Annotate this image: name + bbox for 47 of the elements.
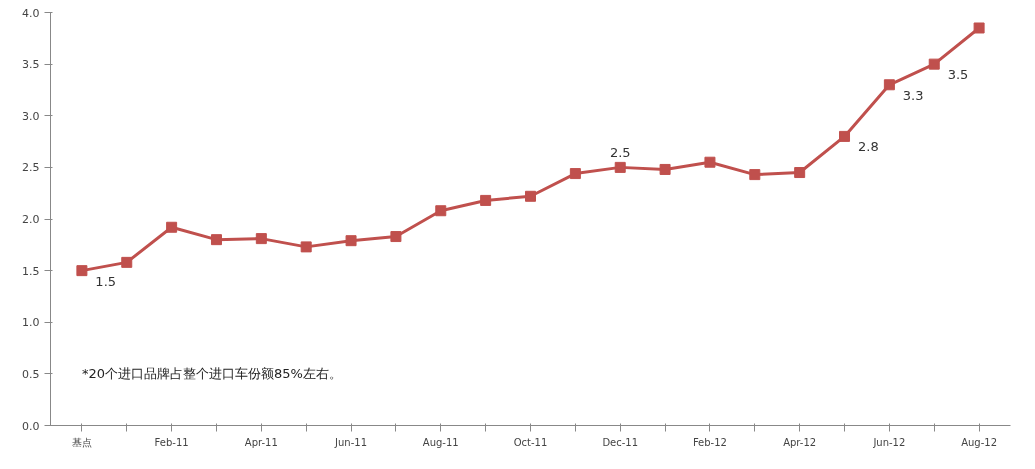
point bbox=[569, 168, 581, 180]
x-tick-label: Feb-11 bbox=[154, 436, 189, 448]
y-tick-label: 2.5 bbox=[22, 161, 40, 175]
point bbox=[839, 130, 851, 142]
point bbox=[704, 156, 716, 168]
y-tick-label: 1.5 bbox=[22, 264, 40, 278]
data-label: 2.8 bbox=[857, 139, 879, 155]
x-tick-label: 基点 bbox=[71, 436, 92, 448]
y-tick-label: 0.5 bbox=[22, 367, 40, 381]
y-tick-label: 3.0 bbox=[22, 109, 40, 123]
point bbox=[255, 233, 267, 245]
point bbox=[210, 234, 222, 246]
point bbox=[121, 256, 133, 268]
x-tick-label: Apr-12 bbox=[783, 436, 817, 448]
point bbox=[659, 163, 671, 175]
point bbox=[390, 231, 402, 243]
x-tick-label: Apr-11 bbox=[244, 436, 278, 448]
x-tick-label: Aug-11 bbox=[422, 436, 459, 448]
y-tick-label: 2.0 bbox=[22, 213, 40, 226]
x-tick-label: Jun-11 bbox=[334, 436, 368, 448]
y-tick-label: 3.5 bbox=[22, 58, 40, 72]
point bbox=[928, 58, 940, 70]
annotation: *20个进口品牌占整个进口车份额85%左右。 bbox=[81, 366, 342, 382]
point bbox=[480, 194, 492, 206]
x-tick-label: Aug-12 bbox=[961, 436, 998, 448]
point bbox=[614, 161, 626, 173]
x-tick-label: Oct-11 bbox=[513, 436, 548, 448]
y-tick-label: 4.0 bbox=[22, 6, 40, 20]
point bbox=[973, 22, 985, 34]
point bbox=[300, 241, 312, 253]
point bbox=[883, 79, 895, 91]
point bbox=[345, 235, 357, 247]
point bbox=[749, 169, 761, 181]
point bbox=[166, 221, 178, 233]
point bbox=[794, 167, 806, 179]
point bbox=[76, 265, 88, 277]
x-tick-label: Jun-12 bbox=[872, 436, 906, 448]
point bbox=[435, 205, 447, 217]
y-tick-label: 0.0 bbox=[22, 419, 40, 433]
data-label: 3.3 bbox=[902, 87, 924, 103]
x-tick-label: Feb-12 bbox=[692, 436, 727, 448]
point bbox=[525, 190, 536, 202]
data-label: 2.5 bbox=[609, 145, 631, 161]
data-label: 1.5 bbox=[95, 273, 117, 289]
data-label: 3.5 bbox=[947, 67, 969, 83]
x-tick-label: Dec-11 bbox=[602, 436, 639, 448]
y-tick-label: 1.0 bbox=[22, 316, 40, 330]
